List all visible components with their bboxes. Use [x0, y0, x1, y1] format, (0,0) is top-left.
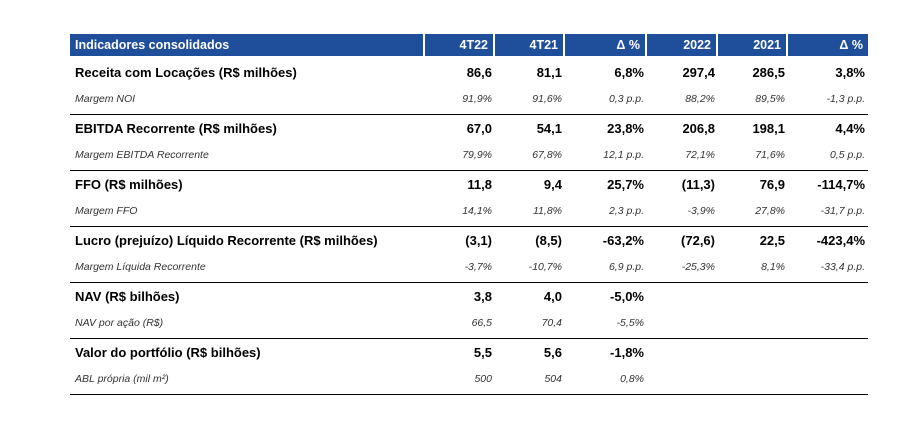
row-divider [70, 394, 868, 395]
indicator-value: EBITDA Recorrente (R$ milhões) [75, 121, 277, 136]
row-divider [70, 114, 868, 115]
indicator-value: -114,7% [817, 177, 865, 192]
indicator-value: 3,8 [473, 289, 492, 304]
header-cell: Indicadores consolidados [70, 34, 423, 56]
indicator-value: 4,4% [835, 121, 865, 136]
margin-value: 14,1% [462, 205, 492, 217]
margin-value: NAV por ação (R$) [75, 317, 164, 329]
indicator-value: 25,7% [607, 177, 644, 192]
margin-value: 12,1 p.p. [603, 149, 644, 161]
indicator-value: -423,4% [816, 233, 865, 248]
indicator-value: (72,6) [681, 233, 715, 248]
header-cell: 2022 [647, 34, 716, 56]
header-cell: 2021 [718, 34, 786, 56]
margin-value: 71,6% [755, 149, 785, 161]
margin-value: 500 [474, 373, 492, 385]
margin-value: -3,9% [687, 205, 715, 217]
margin-value: Margem FFO [75, 205, 138, 217]
header-cell: Δ % [565, 34, 645, 56]
indicator-value: FFO (R$ milhões) [75, 177, 183, 192]
indicator-value: 76,9 [759, 177, 785, 192]
margin-value: 504 [544, 373, 562, 385]
margin-value: -3,7% [464, 261, 492, 273]
margin-value: 27,8% [755, 205, 785, 217]
indicator-value: 206,8 [682, 121, 715, 136]
indicator-value: 3,8% [835, 65, 865, 80]
indicator-value: -63,2% [602, 233, 644, 248]
indicator-value: (8,5) [535, 233, 562, 248]
indicator-value: 81,1 [536, 65, 562, 80]
indicator-value: 198,1 [752, 121, 785, 136]
margin-value: -31,7 p.p. [820, 205, 865, 217]
indicator-value: 11,8 [467, 177, 492, 192]
margin-value: 0,3 p.p. [608, 93, 644, 105]
header-cell: 4T21 [495, 34, 563, 56]
margin-value: ABL própria (mil m²) [75, 373, 169, 385]
margin-value: 67,8% [532, 149, 562, 161]
margin-value: 70,4 [541, 317, 562, 329]
margin-value: 66,5 [471, 317, 492, 329]
indicator-value: Valor do portfólio (R$ bilhões) [75, 345, 261, 360]
header-cell: 4T22 [425, 34, 493, 56]
indicator-value: -5,0% [610, 289, 644, 304]
indicator-value: 54,1 [536, 121, 562, 136]
header-cell: Δ % [788, 34, 868, 56]
row-divider [70, 338, 868, 339]
margin-value: 11,8% [533, 205, 562, 217]
margin-value: 91,6% [532, 93, 562, 105]
indicator-value: 286,5 [752, 65, 785, 80]
margin-value: Margem EBITDA Recorrente [75, 149, 209, 161]
indicator-value: NAV (R$ bilhões) [75, 289, 180, 304]
margin-value: -33,4 p.p. [820, 261, 865, 273]
margin-value: -5,5% [616, 317, 644, 329]
indicator-value: 23,8% [607, 121, 644, 136]
indicator-value: 9,4 [543, 177, 562, 192]
indicator-value: Receita com Locações (R$ milhões) [75, 65, 297, 80]
margin-value: -1,3 p.p. [826, 93, 865, 105]
indicator-value: 22,5 [759, 233, 785, 248]
indicator-value: (3,1) [465, 233, 492, 248]
indicator-value: (11,3) [681, 177, 715, 192]
margin-value: 2,3 p.p. [608, 205, 644, 217]
indicator-value: 297,4 [682, 65, 715, 80]
indicator-value: 86,6 [466, 65, 492, 80]
margin-value: 88,2% [685, 93, 715, 105]
margin-value: 89,5% [755, 93, 785, 105]
indicator-value: 5,5 [473, 345, 492, 360]
margin-value: 6,9 p.p. [608, 261, 644, 273]
indicator-value: 67,0 [466, 121, 492, 136]
indicator-value: Lucro (prejuízo) Líquido Recorrente (R$ … [75, 233, 378, 248]
margin-value: Margem Líquida Recorrente [75, 261, 206, 273]
margin-value: 79,9% [462, 149, 492, 161]
margin-value: 72,1% [685, 149, 715, 161]
row-divider [70, 226, 868, 227]
row-divider [70, 170, 868, 171]
indicator-value: 6,8% [614, 65, 644, 80]
row-divider [70, 282, 868, 283]
indicator-value: 4,0 [543, 289, 562, 304]
indicator-value: 5,6 [543, 345, 562, 360]
margin-value: -10,7% [528, 261, 562, 273]
margin-value: 0,8% [620, 373, 644, 385]
margin-value: 0,5 p.p. [829, 149, 865, 161]
indicator-value: -1,8% [610, 345, 644, 360]
margin-value: Margem NOI [75, 93, 136, 105]
margin-value: 8,1% [761, 261, 785, 273]
margin-value: -25,3% [681, 261, 715, 273]
margin-value: 91,9% [462, 93, 492, 105]
